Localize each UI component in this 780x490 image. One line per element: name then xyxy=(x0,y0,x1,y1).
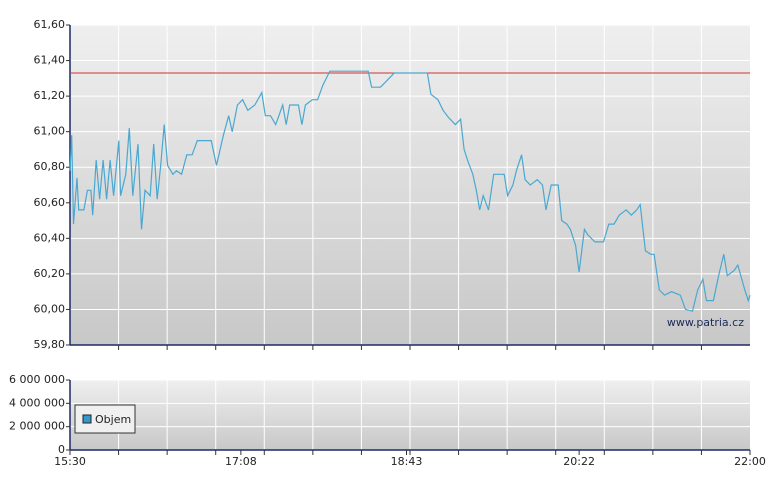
y-tick-label: 60,80 xyxy=(34,160,66,173)
y-tick-label: 60,00 xyxy=(34,302,66,315)
x-tick-label: 17:08 xyxy=(225,455,257,468)
y-tick-label: 60,20 xyxy=(34,267,66,280)
y-tick-label: 2 000 000 xyxy=(9,420,65,433)
y-tick-label: 61,20 xyxy=(34,89,66,102)
y-tick-label: 4 000 000 xyxy=(9,396,65,409)
y-tick-label: 60,40 xyxy=(34,231,66,244)
y-tick-label: 61,00 xyxy=(34,125,66,138)
y-tick-label: 0 xyxy=(58,443,65,456)
y-tick-label: 6 000 000 xyxy=(9,373,65,386)
y-tick-label: 61,60 xyxy=(34,18,66,31)
x-tick-label: 15:30 xyxy=(54,455,86,468)
legend-swatch xyxy=(82,414,92,424)
x-tick-label: 22:00 xyxy=(734,455,766,468)
legend-label: Objem xyxy=(95,413,131,426)
price-line xyxy=(69,70,751,312)
y-tick-label: 59,80 xyxy=(34,338,66,351)
x-tick-label: 18:43 xyxy=(391,455,423,468)
y-tick-label: 60,60 xyxy=(34,196,66,209)
watermark: www.patria.cz xyxy=(667,316,744,329)
y-tick-label: 61,40 xyxy=(34,54,66,67)
x-tick-label: 20:22 xyxy=(563,455,595,468)
